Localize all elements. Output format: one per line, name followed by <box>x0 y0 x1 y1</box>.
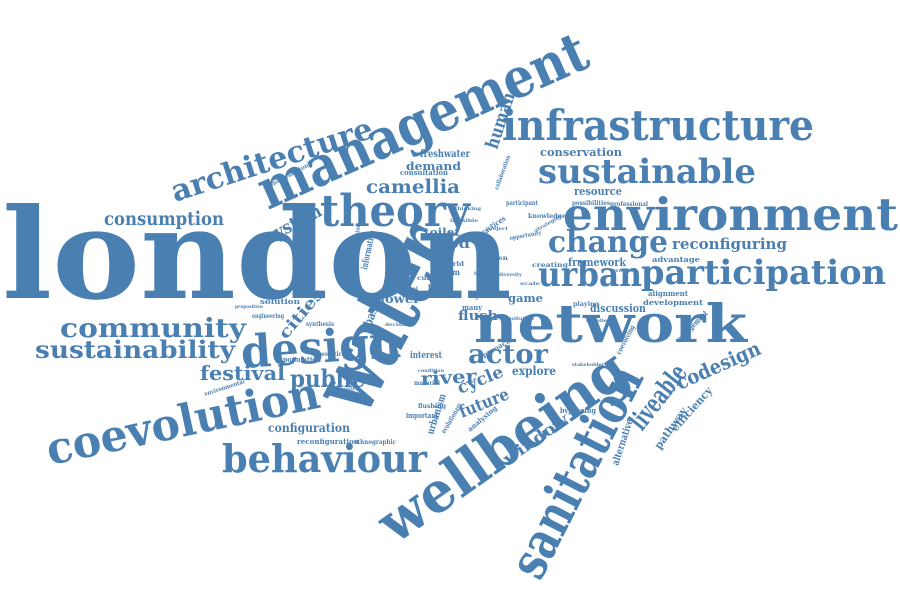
cloud-word-ethnographic: ethnographic <box>354 439 396 446</box>
cloud-word-river: river <box>420 366 478 390</box>
cloud-word-current: current <box>417 275 447 282</box>
word-cloud-words: londonwaterwellbeingmanagementnetworksan… <box>2 18 898 588</box>
cloud-word-network: network <box>474 294 748 355</box>
cloud-word-participant: participant <box>506 200 538 207</box>
cloud-word-framework: framework <box>568 256 626 269</box>
cloud-word-game: game <box>508 292 543 305</box>
cloud-word-actor: actor <box>468 340 548 370</box>
cloud-word-resource: resource <box>574 185 622 198</box>
cloud-word-consumption: consumption <box>104 208 224 230</box>
cloud-word-scale: scale <box>520 281 540 287</box>
cloud-word-reconfiguring: reconfiguring <box>672 235 788 253</box>
cloud-word-food: food <box>430 237 470 252</box>
cloud-word-lower: lower <box>380 292 421 306</box>
cloud-word-toilet: toilet <box>424 226 461 239</box>
cloud-word-condition: condition <box>418 368 444 374</box>
cloud-word-sustainability: sustainability <box>35 335 236 364</box>
cloud-word-configuration: configuration <box>268 421 350 435</box>
cloud-word-infrastructure: infrastructure <box>502 101 814 150</box>
cloud-word-invisible: invisible <box>450 218 478 224</box>
cloud-word-professional: professional <box>610 201 649 208</box>
cloud-word-playing: playing <box>573 301 600 308</box>
cloud-word-project: project <box>486 226 509 232</box>
cloud-word-creating: creating <box>532 262 569 269</box>
cloud-word-possibilities: possibilities <box>572 200 611 207</box>
cloud-word-knowledge: knowledge <box>528 213 566 220</box>
cloud-word-citizen: citizen <box>480 255 509 262</box>
cloud-word-advantage: advantage <box>652 255 701 264</box>
cloud-word-balance: balance <box>474 271 496 277</box>
cloud-word-hydro: hydro <box>468 291 498 301</box>
cloud-word-type: type <box>428 282 446 292</box>
cloud-word-pollution: pollution <box>508 316 534 322</box>
cloud-word-flushing: flushing <box>418 403 447 410</box>
cloud-word-supplies: supplies <box>586 318 610 324</box>
cloud-word-bypassing: bypassing <box>560 406 596 415</box>
cloud-word-development: development <box>643 298 704 307</box>
cloud-word-camellia: camellia <box>366 176 460 198</box>
cloud-word-stakeholder: stakeholder <box>572 362 604 368</box>
cloud-word-world: world <box>441 261 465 268</box>
cloud-word-flush: flush <box>458 309 499 324</box>
cloud-word-solution: solution <box>260 297 300 306</box>
cloud-word-consultation: consultation <box>400 168 448 177</box>
cloud-word-reconfiguration: reconfiguration <box>297 437 359 446</box>
cloud-word-decision: decision <box>385 322 411 328</box>
cloud-word-growth: growth <box>612 268 634 274</box>
cloud-word-urban: urban <box>538 255 642 295</box>
cloud-word-many: many <box>462 303 483 312</box>
cloud-word-thinking: thinking <box>455 206 482 212</box>
cloud-word-conservation: conservation <box>540 146 622 159</box>
cloud-word-important: important <box>406 411 439 420</box>
cloud-word-alignment: alignment <box>648 289 689 298</box>
cloud-word-london: london <box>2 182 512 328</box>
cloud-word-demand: demand <box>406 160 461 173</box>
cloud-word-discussion: discussion <box>590 302 646 315</box>
cloud-word-precipitation: precipitation <box>352 223 362 260</box>
cloud-word-sustainable: sustainable <box>538 152 756 192</box>
cloud-word-public: public <box>290 364 365 393</box>
cloud-word-theory: theory <box>320 186 471 237</box>
cloud-word-proposition: proposition <box>235 304 263 310</box>
cloud-word-interest: interest <box>410 351 443 361</box>
cloud-word-form: form <box>440 267 460 277</box>
cloud-word-festival: festival <box>200 361 285 385</box>
cloud-word-community: community <box>60 314 247 344</box>
cloud-word-biodiversity: biodiversity <box>490 272 523 278</box>
cloud-word-synthesis: synthesis <box>306 321 335 328</box>
cloud-word-participation: participation <box>641 253 886 293</box>
cloud-word-population: population <box>283 355 321 364</box>
cloud-word-model: model <box>398 286 418 292</box>
cloud-word-explore: explore <box>512 364 556 378</box>
cloud-word-freshwater: freshwater <box>420 149 471 160</box>
cloud-word-material: material <box>414 380 441 387</box>
cloud-word-environment: environment <box>563 188 898 241</box>
cloud-word-engineering: engineering <box>252 313 285 320</box>
cloud-word-design: design <box>239 315 402 379</box>
cloud-word-behaviour: behaviour <box>222 436 428 481</box>
cloud-word-change: change <box>548 225 668 260</box>
cloud-word-theoretical: theoretical <box>315 351 348 358</box>
cloud-word-loo: loo <box>442 289 460 299</box>
